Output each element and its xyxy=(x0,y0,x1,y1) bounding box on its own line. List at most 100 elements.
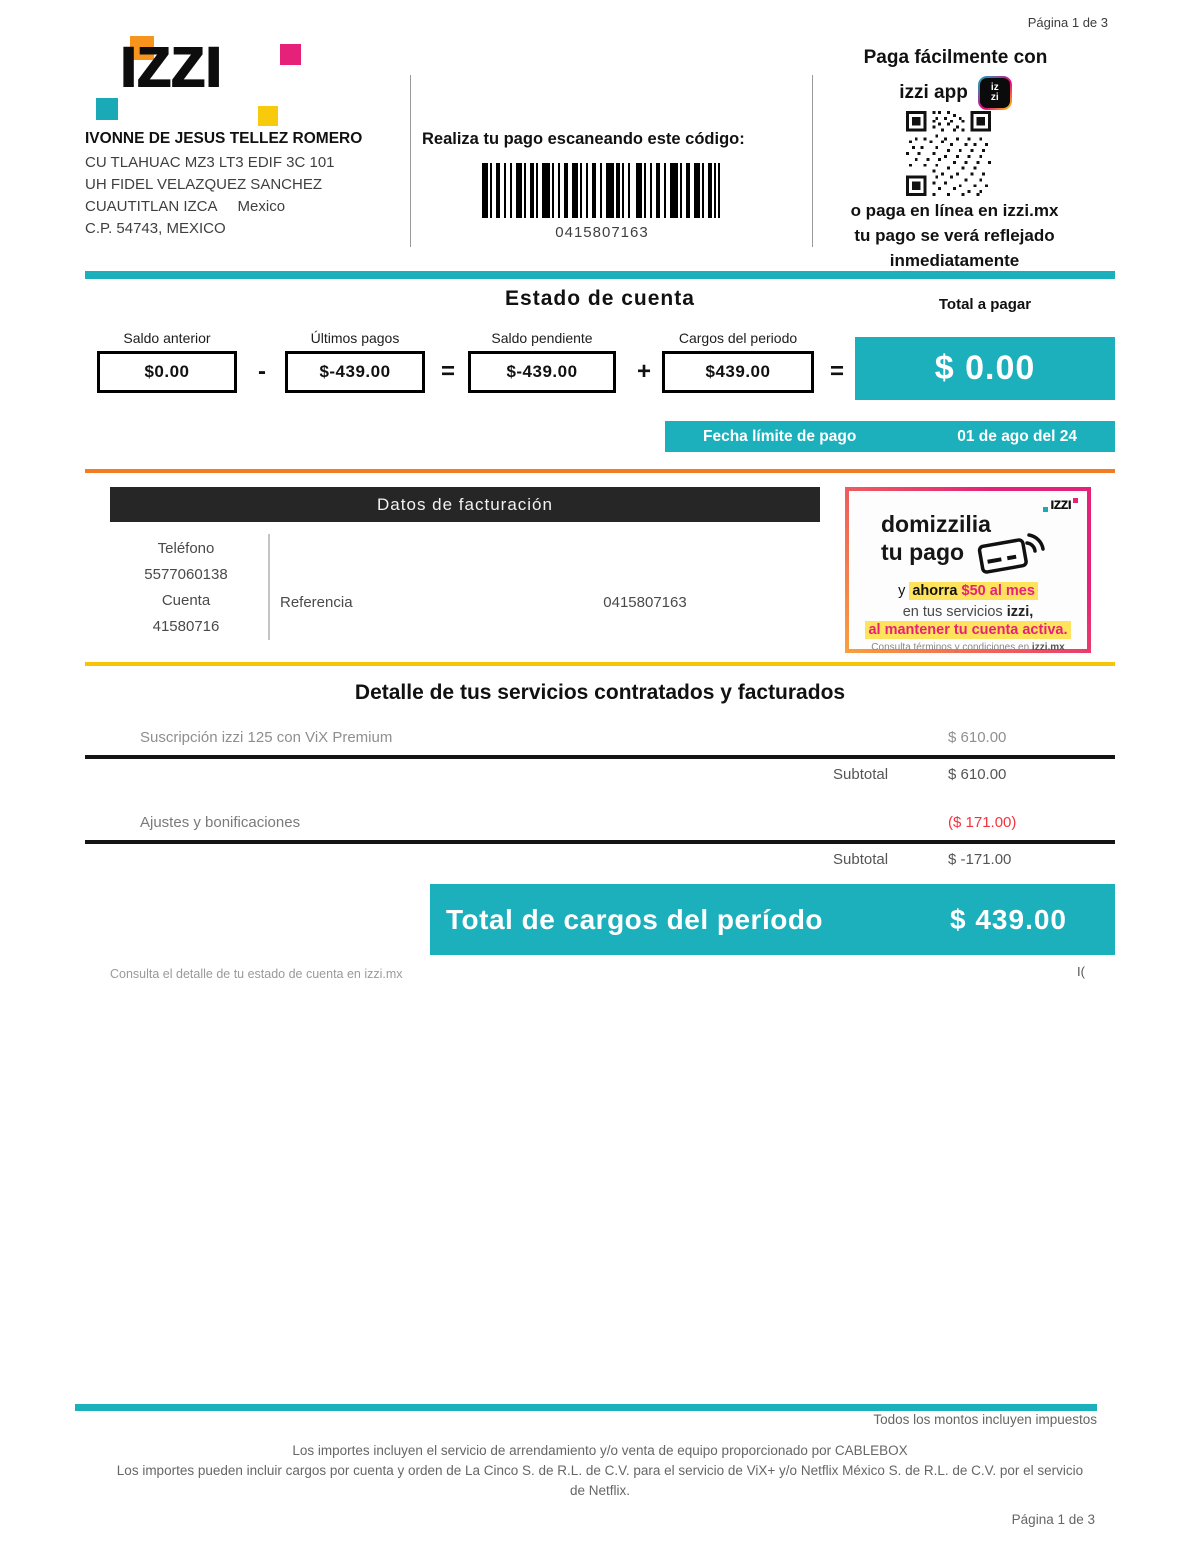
fecha-limite-bar: Fecha límite de pago 01 de ago del 24 xyxy=(665,421,1115,452)
footer-line3: de Netflix. xyxy=(569,1483,631,1498)
ultimos-pagos-label: Últimos pagos xyxy=(310,330,400,346)
app-icon-text-top: iz xyxy=(990,82,999,93)
saldo-pendiente-value: $-439.00 xyxy=(468,351,616,393)
address-line: UH FIDEL VELAZQUEZ SANCHEZ xyxy=(85,176,322,193)
facturacion-header: Datos de facturación xyxy=(110,487,820,522)
table-rule xyxy=(85,840,1115,844)
service-row-value: $ 610.00 xyxy=(948,729,1007,746)
logo-yellow-square-icon xyxy=(258,106,278,126)
pay-online-line1: o paga en línea en izzi.mx xyxy=(850,201,1059,220)
section-divider-teal xyxy=(85,271,1115,279)
promo-save-bold: ahorra xyxy=(912,583,962,599)
telefono-value: 5577060138 xyxy=(144,566,228,583)
adjustments-row-label: Ajustes y bonificaciones xyxy=(140,814,301,831)
promo-save-prefix: y xyxy=(898,583,910,599)
promo-terms-line: Consulta términos y condiciones en izzi.… xyxy=(849,642,1087,653)
page-number-top: Página 1 de 3 xyxy=(1027,15,1108,30)
promo-terms-prefix: Consulta términos y condiciones en xyxy=(871,642,1032,653)
table-rule xyxy=(85,755,1115,759)
promo-title-line1: domizzilia xyxy=(881,511,991,537)
promo-services-line: en tus servicios izzi, xyxy=(849,604,1087,620)
customer-name: IVONNE DE JESUS TELLEZ ROMERO xyxy=(85,130,363,147)
detalle-note: Consulta el detalle de tu estado de cuen… xyxy=(110,967,403,981)
referencia-label: Referencia xyxy=(280,594,353,611)
page-number-bottom: Página 1 de 3 xyxy=(1011,1512,1095,1527)
izzi-app-icon: iz zi xyxy=(977,76,1012,110)
telefono-label: Teléfono xyxy=(157,540,215,557)
total-period-value: $ 439.00 xyxy=(950,903,1067,935)
promo-title-line2: tu pago xyxy=(881,539,965,565)
cuenta-label: Cuenta xyxy=(161,592,211,609)
promo-services-bold: izzi, xyxy=(1006,604,1034,620)
total-a-pagar-label: Total a pagar xyxy=(938,296,1032,313)
total-period-bar: Total de cargos del período $ 439.00 xyxy=(430,884,1115,955)
subtotal-value: $ -171.00 xyxy=(948,851,1012,868)
ultimos-pagos-value: $-439.00 xyxy=(285,351,425,393)
customer-address-block: IVONNE DE JESUS TELLEZ ROMERO CU TLAHUAC… xyxy=(85,130,415,240)
detalle-note-mark: I( xyxy=(1077,964,1085,979)
operator-plus: + xyxy=(636,358,651,385)
operator-equals: = xyxy=(829,358,844,385)
section-divider-yellow xyxy=(85,662,1115,666)
logo-pink-square-icon xyxy=(280,44,301,65)
referencia-value: 0415807163 xyxy=(603,594,687,611)
subtotal-label: Subtotal xyxy=(833,766,889,783)
logo-pink-square-icon xyxy=(1073,498,1078,503)
qr-code-icon xyxy=(906,111,991,196)
section-divider-orange xyxy=(85,469,1115,473)
promo-save-amount: $50 al mes xyxy=(961,583,1035,599)
pay-app-line1: Paga fácilmente con xyxy=(863,47,1048,68)
barcode-title: Realiza tu pago escaneando este código: xyxy=(422,130,745,148)
pay-app-line2: izzi app xyxy=(899,82,968,103)
address-line: CUAUTITLAN IZCA Mexico xyxy=(85,198,286,215)
adjustments-row-value: ($ 171.00) xyxy=(948,814,1017,831)
total-period-label: Total de cargos del período xyxy=(446,903,824,935)
address-line: C.P. 54743, MEXICO xyxy=(85,220,226,237)
logo-wordmark: ızzı xyxy=(118,19,224,104)
address-line: CU TLAHUAC MZ3 LT3 EDIF 3C 101 xyxy=(85,154,335,171)
logo-teal-square-icon xyxy=(96,98,118,120)
cargos-periodo-value: $439.00 xyxy=(662,351,814,393)
logo-wordmark-small: ızzı xyxy=(1050,496,1072,513)
footer-line1: Los importes incluyen el servicio de arr… xyxy=(292,1443,908,1458)
promo-terms-bold: izzi.mx xyxy=(1031,642,1065,653)
izzi-logo: ızzı xyxy=(96,19,308,126)
promo-save-line: y ahorra $50 al mes xyxy=(849,582,1087,600)
subtotal-label: Subtotal xyxy=(833,851,889,868)
operator-equals: = xyxy=(440,358,455,385)
pay-app-row: izzi app iz zi xyxy=(828,76,1083,110)
header-divider xyxy=(410,75,411,247)
estado-title: Estado de cuenta xyxy=(505,287,695,310)
detalle-title: Detalle de tus servicios contratados y f… xyxy=(354,681,846,704)
domizzilia-promo-banner: ızzı domizzilia tu pago y ahorra $50 al … xyxy=(845,487,1091,653)
payment-barcode-icon xyxy=(482,163,722,218)
footer-divider-teal xyxy=(75,1404,1097,1411)
saldo-anterior-value: $0.00 xyxy=(97,351,237,393)
pay-online-line3: inmediatamente xyxy=(889,251,1020,270)
promo-services-prefix: en tus servicios xyxy=(902,604,1007,620)
barcode-number: 0415807163 xyxy=(555,224,649,241)
logo-orange-square-icon xyxy=(130,36,154,60)
saldo-pendiente-label: Saldo pendiente xyxy=(491,330,593,346)
app-icon-text-bottom: zi xyxy=(990,92,999,103)
facturacion-info-block: Teléfono 5577060138 Cuenta 41580716 xyxy=(110,536,262,640)
pay-online-line2: tu pago se verá reflejado xyxy=(854,226,1055,245)
saldo-anterior-label: Saldo anterior xyxy=(123,330,211,346)
footer-line2: Los importes pueden incluir cargos por c… xyxy=(116,1463,1084,1478)
promo-active-text: al mantener tu cuenta activa. xyxy=(865,621,1071,639)
facturacion-divider xyxy=(268,534,270,640)
izzi-logo-small: ızzı xyxy=(1043,496,1078,513)
fecha-limite-value: 01 de ago del 24 xyxy=(957,427,1077,445)
header-divider xyxy=(812,75,813,247)
total-a-pagar-value: $ 0.00 xyxy=(855,337,1115,400)
subtotal-value: $ 610.00 xyxy=(948,766,1007,783)
fecha-limite-label: Fecha límite de pago xyxy=(703,427,857,445)
card-wifi-icon xyxy=(977,527,1049,575)
promo-active-line: al mantener tu cuenta activa. xyxy=(849,621,1087,639)
operator-minus: - xyxy=(258,358,266,385)
cuenta-value: 41580716 xyxy=(152,618,220,635)
logo-teal-square-icon xyxy=(1043,507,1049,512)
service-row-label: Suscripción izzi 125 con ViX Premium xyxy=(140,729,393,746)
cargos-periodo-label: Cargos del periodo xyxy=(678,330,798,346)
